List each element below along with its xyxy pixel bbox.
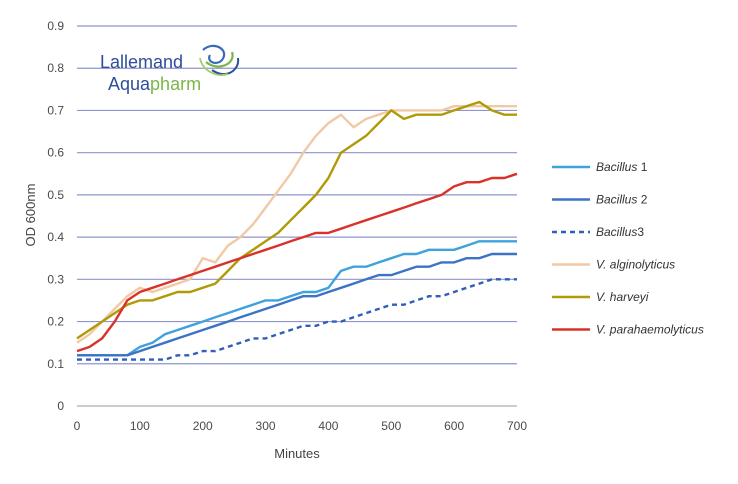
legend: Bacillus 1 Bacillus 2 Bacillus3 V. alginoly…	[552, 160, 704, 337]
y-tick-label: 0.8	[47, 61, 64, 75]
y-tick-label: 0.5	[47, 188, 64, 202]
logo-aqua: Aqua	[108, 74, 151, 94]
logo-line1: Lallemand	[100, 52, 183, 72]
x-tick-label: 100	[130, 419, 150, 433]
legend-label: V. alginolyticus	[596, 258, 675, 272]
series-line-6	[76, 172, 518, 353]
logo-swirl-icon	[199, 44, 240, 76]
series-line-2	[77, 252, 517, 357]
legend-label: V. parahaemolyticus	[596, 323, 704, 337]
logo-line2: Aquapharm	[108, 74, 201, 94]
x-tick-label: 700	[507, 419, 527, 433]
x-tick-label: 600	[444, 419, 464, 433]
x-tick-label: 300	[256, 419, 276, 433]
series-line-1	[77, 240, 517, 357]
y-tick-label: 0.7	[47, 103, 64, 117]
gridlines	[77, 25, 517, 365]
x-tick-label: 0	[74, 419, 81, 433]
x-tick-label: 400	[318, 419, 338, 433]
x-axis-title: Minutes	[274, 446, 320, 461]
legend-label: Bacillus 2	[596, 193, 648, 207]
legend-label: Bacillus 1	[596, 160, 648, 174]
y-tick-label: 0.1	[47, 357, 64, 371]
y-tick-label: 0.3	[47, 272, 64, 286]
y-tick-label: 0	[57, 399, 64, 413]
series-line-3	[77, 278, 517, 361]
y-tick-label: 0.2	[47, 315, 64, 329]
axes: 0 0.1 0.2 0.3 0.4 0.5 0.6 0.7 0.8 0.9 0 100 200 300 40…	[47, 19, 527, 433]
y-axis-title: OD 600nm	[23, 184, 38, 247]
logo-pharm: pharm	[150, 74, 201, 94]
x-tick-label: 500	[381, 419, 401, 433]
y-tick-label: 0.9	[47, 19, 64, 33]
x-tick-label: 200	[193, 419, 213, 433]
series-lines	[76, 100, 518, 361]
legend-label: V. harveyi	[596, 290, 649, 304]
legend-label: Bacillus3	[596, 225, 644, 239]
series-line-5	[76, 100, 517, 340]
y-tick-label: 0.4	[47, 230, 64, 244]
company-logo: Lallemand Aquapharm	[100, 44, 240, 94]
y-tick-label: 0.6	[47, 146, 64, 160]
series-line-4	[76, 104, 517, 344]
